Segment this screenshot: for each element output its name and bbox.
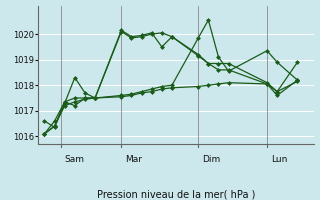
Text: Pression niveau de la mer( hPa ): Pression niveau de la mer( hPa ) (97, 190, 255, 200)
Text: Sam: Sam (65, 155, 85, 164)
Text: Mar: Mar (125, 155, 142, 164)
Text: Lun: Lun (271, 155, 287, 164)
Text: Dim: Dim (202, 155, 220, 164)
